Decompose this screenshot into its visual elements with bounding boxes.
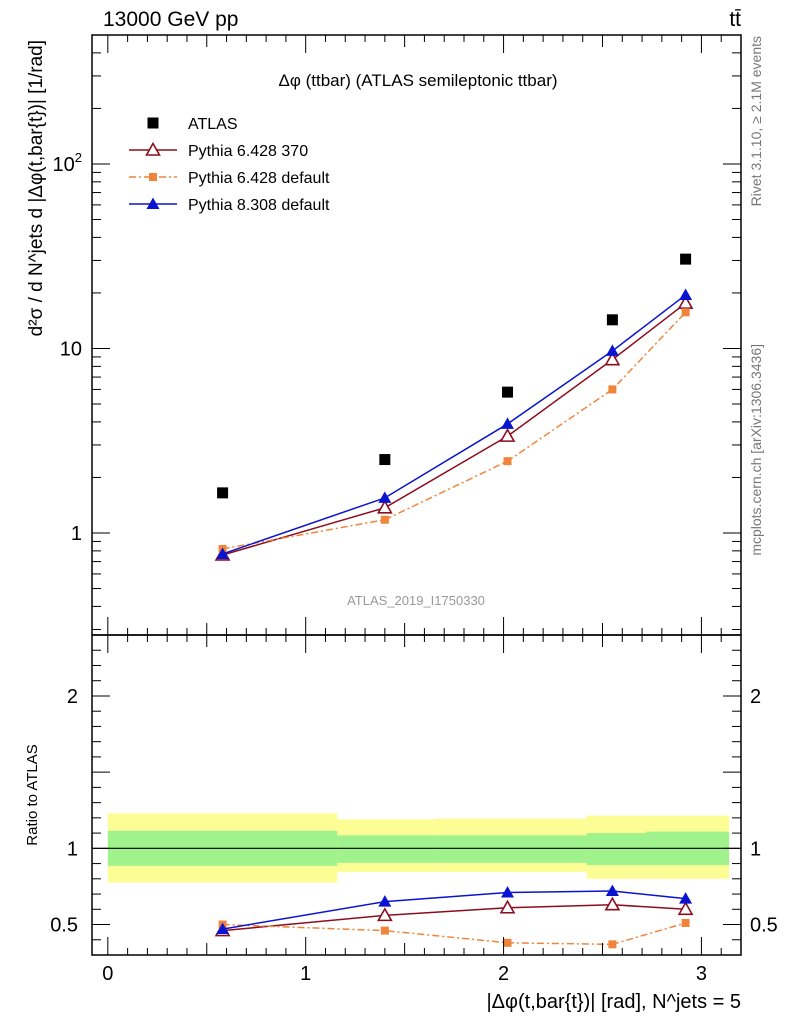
ratio-series-2-point-3 — [605, 884, 619, 896]
ratio-series-2-point-0 — [216, 922, 230, 935]
main-series-0-point-2 — [502, 386, 514, 398]
main-series-1-point-2 — [499, 427, 516, 442]
main-y-tick-label-0: 1 — [71, 523, 82, 545]
main-y-axis-label: d²σ / d N^jets d |Δφ(t,bar{t})| [1/rad] — [26, 40, 47, 336]
main-series-2-point-3 — [608, 385, 617, 394]
x-tick-label-0: 0 — [102, 963, 113, 985]
main-series-line-1 — [222, 302, 687, 556]
main-series-3-point-3 — [605, 344, 619, 356]
main-series-0-point-3 — [606, 314, 618, 326]
main-series-line-3 — [222, 294, 687, 555]
ratio-series-1-point-2 — [503, 938, 512, 947]
tick-labels: 1 10 102 0.5 0.5 1 1 2 2 0 1 2 3 — [50, 150, 778, 985]
ratio-panel-series — [214, 884, 694, 949]
main-series-3-point-2 — [501, 417, 515, 429]
ratio-y-tick-label-right-2: 2 — [750, 686, 761, 708]
ratio-y-tick-label-left-1: 1 — [67, 838, 78, 860]
main-series-1-point-4 — [677, 295, 694, 309]
ratio-series-0-point-4 — [677, 901, 694, 916]
header-right: tt̄ — [729, 8, 741, 31]
ratio-series-0-point-1 — [376, 907, 393, 922]
main-series-2-point-2 — [503, 457, 512, 466]
legend-marker-1 — [145, 141, 161, 156]
watermark: ATLAS_2019_I1750330 — [347, 593, 485, 608]
ratio-series-0-point-3 — [604, 896, 621, 911]
legend-marker-2 — [149, 173, 157, 181]
ratio-stat-band-3 — [586, 833, 647, 866]
x-axis-label: |Δφ(t,bar{t})| [rad], N^jets = 5 — [486, 991, 741, 1013]
main-series-0-point-1 — [379, 454, 391, 466]
ratio-y-tick-label-left-0: 0.5 — [50, 915, 78, 937]
ratio-panel-frame — [91, 634, 742, 956]
main-y-tick-label-1: 10 — [60, 338, 82, 360]
main-series-1-point-1 — [376, 499, 393, 514]
ratio-series-1-point-4 — [681, 919, 690, 927]
main-series-3-point-4 — [679, 288, 693, 300]
axis-ticks — [92, 34, 741, 956]
mcplots-label: mcplots.cern.ch [arXiv:1306.3436] — [748, 344, 764, 556]
legend-marker-0 — [147, 117, 159, 129]
main-y-tick-label-2: 102 — [53, 150, 82, 176]
ratio-series-2-point-2 — [501, 886, 515, 898]
ratio-y-tick-label-right-1: 1 — [750, 838, 761, 860]
ratio-series-2-point-1 — [378, 895, 392, 907]
legend-label-1: Pythia 6.428 370 — [188, 143, 308, 160]
ratio-stat-band-1 — [337, 835, 435, 863]
plot-title: Δφ (ttbar) (ATLAS semileptonic ttbar) — [278, 71, 557, 90]
legend-marker-3 — [146, 197, 160, 209]
ratio-series-1-point-1 — [380, 926, 389, 935]
main-series-0-point-4 — [680, 253, 692, 265]
legend-label-3: Pythia 8.308 default — [188, 197, 330, 214]
x-tick-label-1: 1 — [300, 963, 311, 985]
x-tick-label-2: 2 — [498, 963, 509, 985]
legend: ATLAS Pythia 6.428 370 Pythia 6.428 defaul… — [129, 116, 330, 214]
main-series-3-point-0 — [216, 547, 230, 559]
ratio-y-axis-label: Ratio to ATLAS — [24, 744, 41, 845]
ratio-series-2-point-4 — [679, 892, 693, 904]
header-left: 13000 GeV pp — [103, 8, 238, 31]
rivet-label: Rivet 3.1.10, ≥ 2.1M events — [748, 36, 764, 206]
ratio-series-0-point-2 — [499, 899, 516, 914]
legend-label-0: ATLAS — [188, 116, 238, 133]
main-series-3-point-1 — [378, 491, 392, 503]
ratio-series-1-point-3 — [608, 940, 617, 949]
main-series-2-point-1 — [380, 515, 389, 524]
ratio-stat-band-2 — [434, 835, 587, 863]
main-series-0-point-0 — [217, 487, 229, 499]
ratio-y-tick-label-left-2: 2 — [67, 686, 78, 708]
legend-label-2: Pythia 6.428 default — [188, 170, 330, 187]
x-tick-label-3: 3 — [696, 963, 707, 985]
main-series-2-point-4 — [681, 308, 690, 317]
main-panel-series — [214, 253, 694, 561]
main-series-1-point-3 — [604, 351, 621, 366]
ratio-y-tick-label-right-0: 0.5 — [750, 915, 778, 937]
